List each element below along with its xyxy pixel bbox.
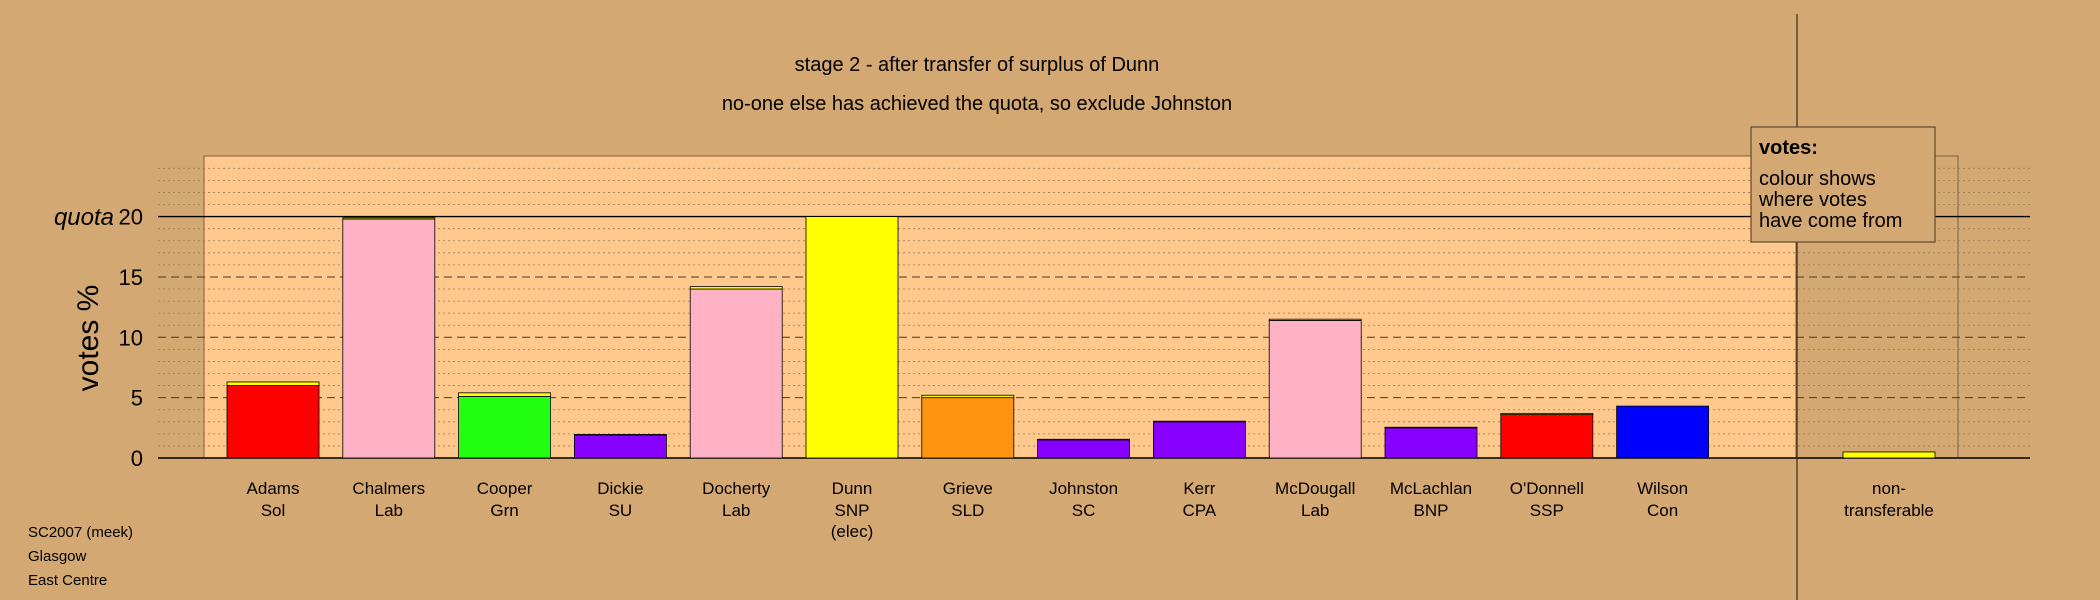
- quota-label: quota: [54, 204, 114, 231]
- bar-odonnell-segment: [1500, 412, 1594, 415]
- x-tick-label-name: Dunn: [832, 479, 873, 498]
- x-tick-label-party: Lab: [1301, 501, 1329, 520]
- bar-mclachlan-segment: [1384, 426, 1478, 429]
- x-tick-label-name: Adams: [247, 479, 300, 498]
- x-tick-label-name: Johnston: [1049, 479, 1118, 498]
- x-tick-label-party: CPA: [1183, 501, 1217, 520]
- x-tick-label-party: Con: [1647, 501, 1678, 520]
- bar-kerr-segment: [1153, 421, 1246, 459]
- bar-johnston: [1037, 438, 1130, 459]
- bar-kerr: [1153, 420, 1246, 459]
- chart-title: stage 2 - after transfer of surplus of D…: [795, 54, 1160, 76]
- bar-mcdougall-segment: [1268, 318, 1362, 321]
- legend-title: votes:: [1759, 137, 1818, 159]
- bar-dunn: [805, 216, 899, 459]
- legend-line-3: have come from: [1759, 210, 1902, 232]
- bar-docherty-segment: [689, 288, 783, 459]
- bar-mclachlan: [1384, 426, 1478, 459]
- bar-dickie-segment: [574, 434, 667, 459]
- x-tick-label-name: O'Donnell: [1510, 479, 1584, 498]
- x-tick-label-party: Lab: [375, 501, 403, 520]
- bar-wilson-segment: [1616, 405, 1709, 459]
- y-axis-label: votes %: [72, 285, 105, 392]
- bar-dickie-segment: [574, 434, 667, 436]
- bar-johnston-segment: [1037, 438, 1130, 441]
- x-tick-label-name: Wilson: [1637, 479, 1688, 498]
- y-tick-label: 0: [131, 446, 143, 471]
- x-tick-label-name: McDougall: [1275, 479, 1355, 498]
- bar-adams-segment: [226, 381, 320, 386]
- bar-nontransferable-segment: [1842, 451, 1936, 459]
- footer-line-2: Glasgow: [28, 548, 87, 565]
- bar-kerr-segment: [1153, 420, 1246, 423]
- chart-subtitle: no-one else has achieved the quota, so e…: [722, 93, 1232, 115]
- legend-box: votes: colour shows where votes have com…: [1750, 126, 1936, 243]
- bar-grieve-segment: [921, 397, 1015, 459]
- x-tick-label-name: Docherty: [702, 479, 771, 498]
- bars-layer: [226, 216, 1936, 459]
- legend-line-1: colour shows: [1759, 168, 1876, 190]
- x-tick-label-party: Sol: [261, 501, 286, 520]
- labels-layer: 0 5 10 15 20 Adams Sol Chalmers Lab Cooper Grn Dick…: [119, 205, 1934, 541]
- x-tick-label-party: SSP: [1530, 501, 1564, 520]
- x-tick-label-name: Kerr: [1183, 479, 1215, 498]
- x-tick-label-name: Cooper: [477, 479, 533, 498]
- bar-adams-segment: [226, 385, 320, 459]
- x-tick-label-party: Lab: [722, 501, 750, 520]
- x-tick-label-party: SLD: [951, 501, 984, 520]
- bar-johnston-segment: [1037, 439, 1130, 459]
- y-tick-label: 20: [119, 205, 143, 230]
- bar-mclachlan-segment: [1384, 427, 1478, 459]
- bar-docherty-segment: [689, 286, 783, 290]
- x-tick-label-nontransferable-2: transferable: [1844, 501, 1934, 520]
- x-tick-label-extra: (elec): [831, 522, 874, 541]
- x-tick-label-party: SU: [609, 501, 633, 520]
- bar-nontransferable: [1842, 451, 1936, 459]
- bar-cooper: [458, 392, 552, 459]
- x-tick-label-name: Grieve: [943, 479, 993, 498]
- bar-chalmers-segment: [342, 218, 436, 459]
- footer-line-3: East Centre: [28, 572, 107, 589]
- bar-chalmers: [342, 217, 436, 459]
- bar-chalmers-segment: [342, 217, 436, 220]
- bar-cooper-segment: [458, 392, 552, 397]
- bar-grieve: [921, 394, 1015, 459]
- x-tick-label-party: SC: [1072, 501, 1096, 520]
- legend-line-2: where votes: [1758, 189, 1867, 211]
- x-tick-label-party: SNP: [835, 501, 870, 520]
- bar-docherty: [689, 286, 783, 459]
- y-tick-label: 10: [119, 325, 143, 350]
- x-tick-label-nontransferable-1: non-: [1872, 479, 1906, 498]
- bar-adams: [226, 381, 320, 459]
- x-tick-label-name: McLachlan: [1390, 479, 1472, 498]
- bar-wilson: [1616, 405, 1709, 459]
- x-tick-label-name: Chalmers: [352, 479, 425, 498]
- y-tick-label: 15: [119, 265, 143, 290]
- bar-dunn-segment: [805, 216, 899, 459]
- bar-odonnell: [1500, 412, 1594, 459]
- bar-dickie: [574, 434, 667, 459]
- bar-mcdougall-segment: [1268, 320, 1362, 459]
- bar-mcdougall: [1268, 318, 1362, 459]
- y-tick-label: 5: [131, 386, 143, 411]
- x-tick-label-name: Dickie: [597, 479, 643, 498]
- footer-line-1: SC2007 (meek): [28, 524, 133, 541]
- bar-grieve-segment: [921, 394, 1015, 399]
- bar-odonnell-segment: [1500, 414, 1594, 459]
- bar-cooper-segment: [458, 396, 552, 459]
- x-tick-label-party: BNP: [1414, 501, 1449, 520]
- x-tick-label-party: Grn: [490, 501, 518, 520]
